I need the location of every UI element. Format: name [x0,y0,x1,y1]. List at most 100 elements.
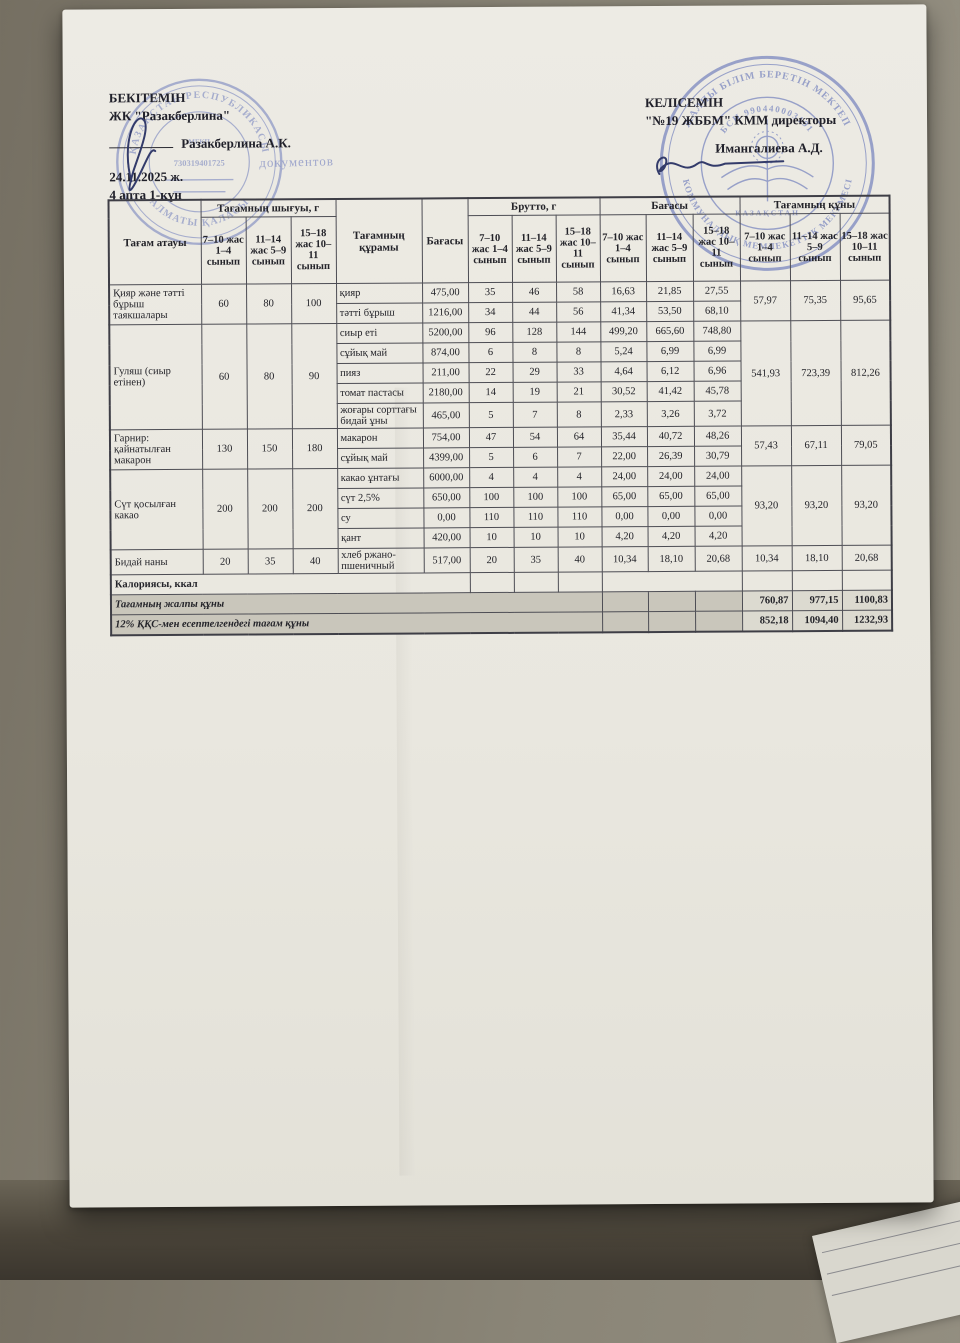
price-value-cell: 41,34 [600,301,647,322]
brutto-value-cell: 35 [468,282,513,303]
dish-cost-cell: 18,10 [791,545,842,571]
approve-title: БЕКІТЕМІН [108,89,186,106]
brutto-value-cell: 64 [556,426,602,448]
brutto-value-cell: 110 [557,506,602,528]
price-value-cell: 4,20 [647,526,695,547]
dish-cost-cell: 75,35 [790,280,841,321]
price-value-cell: 24,00 [601,466,648,487]
brutto-value-cell: 44 [512,302,557,323]
output-value-cell: 60 [201,284,247,325]
price-value-cell: 0,00 [647,506,695,527]
output-value-cell: 90 [291,323,337,429]
dish-cost-cell: 10,34 [741,545,792,572]
empty-cell [791,570,842,591]
col-header-price: Бағасы [421,198,469,283]
approve-name: Разакберлина А.К. [181,135,291,152]
ingredient-name-cell: қияр [336,282,423,304]
dish-cost-cell: 723,39 [790,320,841,426]
unit-price-cell: 420,00 [423,527,470,548]
price-value-cell: 26,39 [647,446,695,467]
price-value-cell: 16,63 [600,281,647,302]
brutto-value-cell: 20 [469,547,514,573]
dish-row: Қияр және тәтті бұрыш таякшалары 60 80 100 қ… [109,280,891,325]
director-signature [656,156,785,176]
dish-cost-cell: 79,05 [840,425,892,466]
price-value-cell: 30,79 [694,446,742,467]
brutto-value-cell: 8 [556,341,601,363]
dish-name-cell: Гарнир: қайнатылған макарон [109,429,203,470]
dish-cost-cell: 93,20 [841,465,892,546]
price-value-cell: 2,33 [600,401,647,427]
dish-cost-cell: 20,68 [841,545,892,571]
col-header-age-group: 7–10 жас 1–4 сынып [599,214,647,282]
agree-title: КЕЛІСЕМІН [644,94,724,111]
brutto-value-cell: 19 [512,382,557,403]
dish-cost-cell: 95,65 [840,280,891,321]
total-cost-value: 1100,83 [841,590,893,611]
price-value-cell: 68,10 [693,301,741,322]
output-value-cell: 200 [247,468,293,550]
output-value-cell: 35 [247,548,293,575]
col-header-composition: Тағамның құрамы [335,198,423,284]
output-value-cell: 150 [246,428,293,470]
col-header-age-group: 11–14 жас 5–9 сынып [789,213,841,281]
col-header-age-group: 7–10 жас 1–4 сынып [739,213,791,282]
price-value-cell: 6,12 [646,361,694,382]
stamp-center-text: МГКП [188,138,210,146]
brutto-value-cell: 35 [513,547,558,573]
output-value-cell: 40 [292,548,338,574]
col-header-age-group: 11–14 жас 5–9 сынып [511,215,557,283]
left-round-stamp-icon: ҚАЗАҚСТАН РЕСПУБЛИКАСЫ АЛМАТЫ ҚАЛАСЫ МГК… [116,78,283,246]
unit-price-cell: 874,00 [422,342,469,363]
ingredient-name-cell: жоғары сорттағы бидай ұны [336,402,423,429]
col-header-age-group: 11–14 жас 5–9 сынып [245,216,292,285]
brutto-value-cell: 110 [469,507,514,528]
brutto-value-cell: 6 [513,447,558,468]
dish-name-cell: Сүт қосылған какао [110,469,203,550]
brutto-value-cell: 7 [512,402,557,428]
dish-cost-cell: 57,43 [740,425,792,467]
price-value-cell: 27,55 [693,281,741,302]
price-value-cell: 48,26 [693,426,742,447]
ingredient-name-cell: сұйық май [336,342,423,364]
price-value-cell: 6,99 [693,341,741,362]
total-cost-value: 760,87 [741,590,793,612]
price-value-cell: 4,20 [694,526,742,547]
unit-price-cell: 211,00 [422,362,469,383]
empty-cell [602,611,649,633]
brutto-value-cell: 40 [557,546,602,573]
brutto-value-cell: 10 [469,527,514,548]
brutto-value-cell: 100 [557,486,602,508]
output-value-cell: 80 [246,283,292,325]
unit-price-cell: 465,00 [422,402,469,428]
price-value-cell: 24,00 [647,466,695,487]
price-value-cell: 0,00 [694,506,742,527]
dish-name-cell: Бидай наны [110,549,203,575]
dish-cost-cell: 93,20 [791,465,842,546]
brutto-value-cell: 5 [468,402,513,428]
dish-cost-cell: 93,20 [741,465,792,547]
vat-total-value: 852,18 [742,610,793,632]
price-value-cell: 3,26 [646,401,694,427]
brutto-value-cell: 46 [512,282,557,303]
unit-price-cell: 2180,00 [422,382,469,403]
brutto-value-cell: 34 [468,302,513,323]
price-value-cell: 35,44 [600,426,648,447]
total-cost-value: 977,15 [791,590,843,611]
dish-name-cell: Қияр және тәтті бұрыш таякшалары [109,284,202,325]
dish-row: Гуляш (сиыр етінен) 60 80 90 сиыр еті 5200,00… [109,320,891,430]
brutto-value-cell: 4 [469,467,514,488]
col-group-brutto: Брутто, г [467,197,600,216]
empty-cell [513,572,558,593]
output-value-cell: 100 [291,283,337,324]
dish-row: Сүт қосылған какао 200 200 200 какао ұнтағы 6… [110,465,892,550]
col-header-age-group: 15–18 жас 10–11 сынып [692,214,741,282]
brutto-value-cell: 8 [512,342,557,363]
col-header-age-group: 7–10 жас 1–4 сынып [467,215,513,283]
empty-cell [469,572,514,593]
ingredient-name-cell: сиыр еті [336,322,423,344]
brutto-value-cell: 10 [557,526,602,548]
price-value-cell: 20,68 [694,546,742,572]
ingredient-name-cell: тәтті бұрыш [336,302,423,324]
price-value-cell: 65,00 [694,486,742,507]
